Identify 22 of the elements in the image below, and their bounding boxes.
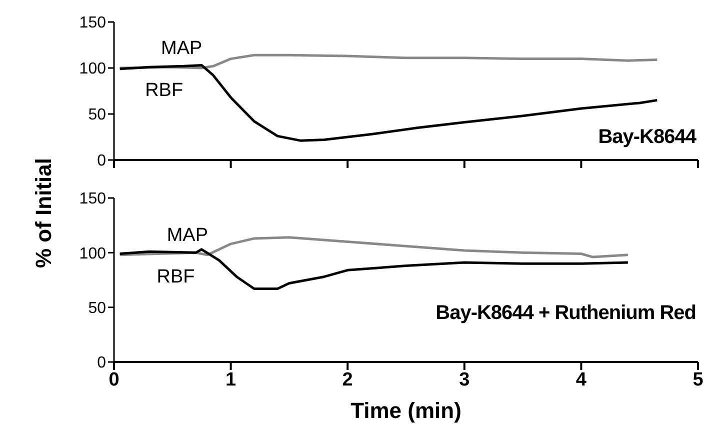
series-label: MAP [161,38,202,59]
y-tick-label: 0 [97,354,106,372]
annotation: Bay-K8644 + Ruthenium Red [436,302,696,325]
x-tick-label: 4 [576,369,587,390]
y-tick-label: 150 [79,190,106,208]
series-label: RBF [156,266,195,288]
y-axis-title: % of Initial [31,158,57,268]
x-tick-label: 1 [226,369,237,390]
x-tick-label: 2 [342,369,353,390]
y-tick-label: 150 [79,14,106,32]
y-tick-label: 50 [88,300,106,318]
x-tick-label: 5 [692,369,704,390]
annotation: Bay-K8644 [598,126,696,149]
line-series [118,248,630,290]
x-axis-title: Time (min) [350,398,462,423]
series-label: RBF [145,80,184,102]
y-tick-label: 50 [88,106,106,124]
series-label: MAP [166,224,208,246]
y-tick-label: 100 [79,245,106,262]
x-tick-label: 3 [459,369,470,390]
y-tick-label: 0 [97,152,106,170]
y-tick-label: 100 [79,60,106,78]
